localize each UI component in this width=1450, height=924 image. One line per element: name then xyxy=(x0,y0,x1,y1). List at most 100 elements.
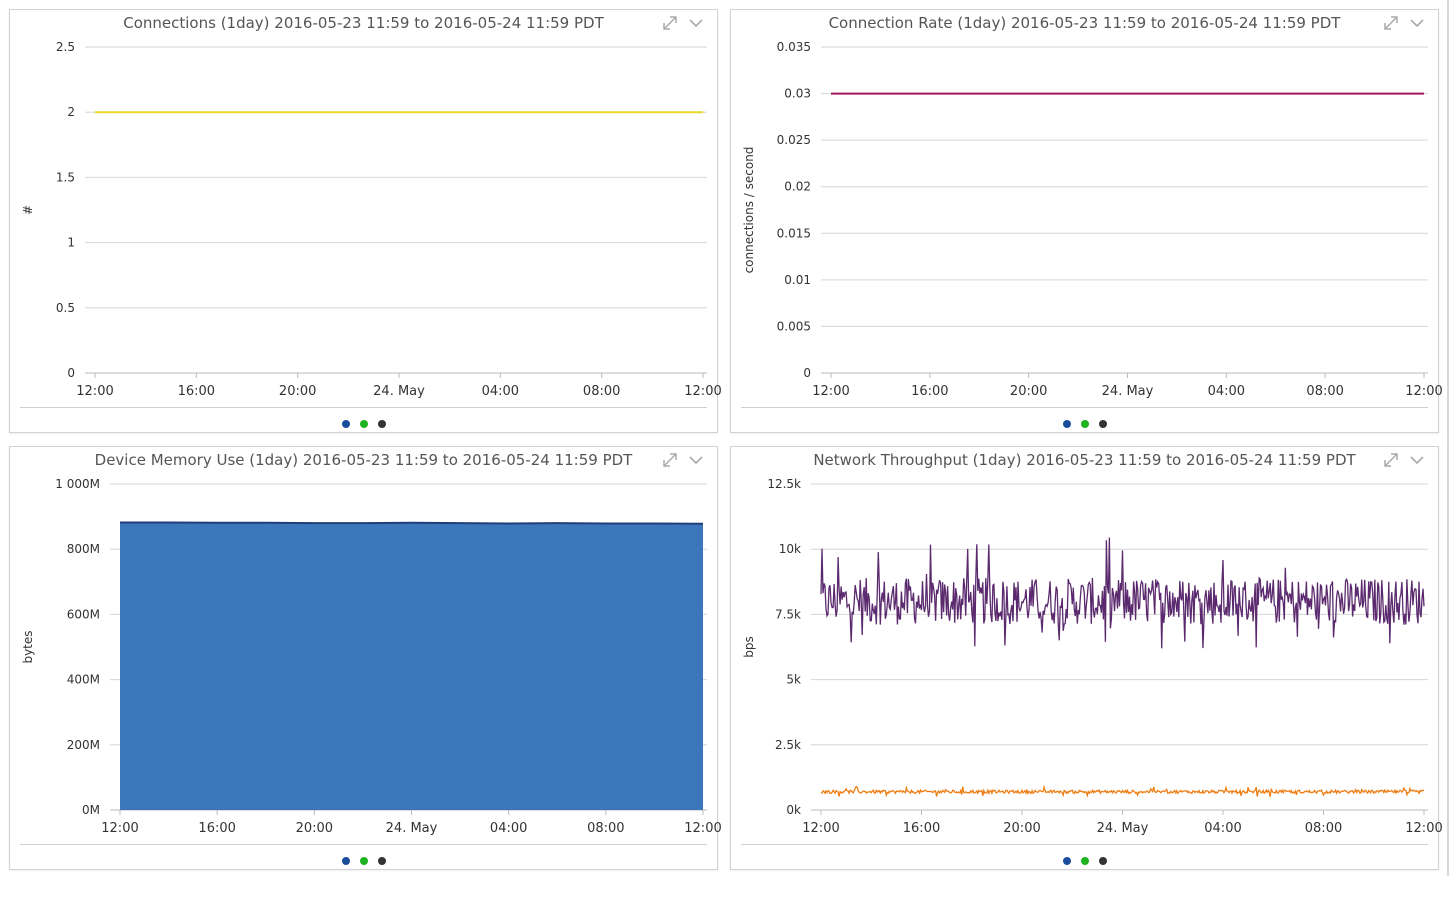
y-tick-label: 0k xyxy=(786,803,801,817)
x-tick-label: 16:00 xyxy=(903,821,940,836)
x-tick-label: 04:00 xyxy=(490,821,527,836)
chevron-down-icon[interactable] xyxy=(687,451,705,469)
y-tick-label: 2.5 xyxy=(56,40,75,54)
connections-panel: Connections (1day) 2016-05-23 11:59 to 2… xyxy=(9,9,722,433)
y-tick-label: 0 xyxy=(803,366,811,380)
x-tick-label: 08:00 xyxy=(1306,384,1343,399)
x-tick-label: 12:00 xyxy=(101,821,138,836)
x-tick-label: 12:00 xyxy=(1405,384,1442,399)
y-axis-label: connections / second xyxy=(742,147,756,274)
y-tick-label: 2 xyxy=(67,105,75,119)
chevron-down-icon[interactable] xyxy=(687,14,705,32)
legend-divider xyxy=(20,844,707,845)
y-tick-label: 0.03 xyxy=(784,87,811,101)
y-tick-label: 800M xyxy=(67,542,100,556)
legend-dot[interactable] xyxy=(1062,857,1071,865)
y-tick-label: 0.025 xyxy=(777,133,811,147)
legend-dot[interactable] xyxy=(1062,420,1071,428)
x-tick-label: 20:00 xyxy=(279,384,316,399)
page-edge-divider xyxy=(1447,0,1449,876)
y-tick-label: 0 xyxy=(67,366,75,380)
x-tick-label: 12:00 xyxy=(684,821,721,836)
x-tick-label: 04:00 xyxy=(1204,821,1241,836)
chart-title: Device Memory Use (1day) 2016-05-23 11:5… xyxy=(94,451,633,469)
legend-dot[interactable] xyxy=(1098,857,1107,865)
chart-plot: 0 0.5 1 1.5 2 2.5 #12:00 16:00 20:00 24. May 04:00… xyxy=(21,40,722,399)
chart-title: Connection Rate (1day) 2016-05-23 11:59 … xyxy=(828,14,1341,32)
throughput-panel: Network Throughput (1day) 2016-05-23 11:… xyxy=(730,446,1443,870)
x-tick-label: 20:00 xyxy=(1003,821,1040,836)
y-tick-label: 0.035 xyxy=(777,40,811,54)
legend-divider xyxy=(741,407,1428,408)
chevron-down-icon[interactable] xyxy=(1408,451,1426,469)
y-axis-label: # xyxy=(21,205,35,215)
legend xyxy=(731,413,1438,428)
legend-dot[interactable] xyxy=(341,857,350,865)
y-tick-label: 7.5k xyxy=(775,607,801,621)
chevron-down-icon[interactable] xyxy=(1408,14,1426,32)
y-tick-label: 400M xyxy=(67,673,100,687)
legend-dot[interactable] xyxy=(1080,857,1089,865)
expand-icon[interactable] xyxy=(1382,14,1400,32)
y-axis-label: bps xyxy=(742,636,756,658)
y-tick-label: 0.01 xyxy=(784,273,811,287)
x-tick-label: 12:00 xyxy=(802,821,839,836)
x-tick-label: 12:00 xyxy=(1405,821,1442,836)
expand-icon[interactable] xyxy=(661,451,679,469)
chart-plot: 0k 2.5k 5k 7.5k 10k 12.5k bps 12:00 16:00 20:00 24… xyxy=(742,477,1443,836)
x-tick-label: 08:00 xyxy=(1305,821,1342,836)
line-series xyxy=(820,784,1425,798)
y-tick-label: 2.5k xyxy=(775,738,801,752)
y-tick-label: 200M xyxy=(67,738,100,752)
legend-dot[interactable] xyxy=(1080,420,1089,428)
x-tick-label: 24. May xyxy=(386,821,438,836)
area-series-line xyxy=(120,521,704,525)
x-tick-label: 16:00 xyxy=(198,821,235,836)
y-tick-label: 1 000M xyxy=(55,477,100,491)
y-tick-label: 1 xyxy=(67,236,75,250)
legend xyxy=(10,413,717,428)
legend xyxy=(10,850,717,865)
x-tick-label: 20:00 xyxy=(1010,384,1047,399)
legend-dot[interactable] xyxy=(1098,420,1107,428)
x-tick-label: 24. May xyxy=(373,384,425,399)
x-tick-label: 08:00 xyxy=(583,384,620,399)
y-tick-label: 0.015 xyxy=(777,226,811,240)
y-tick-label: 10k xyxy=(779,542,801,556)
legend-dot[interactable] xyxy=(377,857,386,865)
legend-dot[interactable] xyxy=(359,857,368,865)
legend xyxy=(731,850,1438,865)
y-tick-label: 0M xyxy=(82,803,100,817)
expand-icon[interactable] xyxy=(661,14,679,32)
x-tick-label: 04:00 xyxy=(482,384,519,399)
y-tick-label: 0.5 xyxy=(56,301,75,315)
chart-title: Network Throughput (1day) 2016-05-23 11:… xyxy=(813,451,1356,469)
y-axis-label: bytes xyxy=(21,630,35,663)
x-tick-label: 04:00 xyxy=(1208,384,1245,399)
y-tick-label: 600M xyxy=(67,607,100,621)
y-tick-label: 0.005 xyxy=(777,319,811,333)
x-tick-label: 08:00 xyxy=(587,821,624,836)
chart-plot: 0M 200M 400M 600M 800M 1 000M bytes 12:00 16:00 2… xyxy=(21,477,722,836)
line-series xyxy=(820,537,1425,649)
chart-plot: 0 0.005 0.01 0.015 0.02 0.025 0.03 0.035 connect… xyxy=(742,40,1443,399)
x-tick-label: 20:00 xyxy=(296,821,333,836)
x-tick-label: 24. May xyxy=(1102,384,1154,399)
x-tick-label: 12:00 xyxy=(684,384,721,399)
x-tick-label: 16:00 xyxy=(178,384,215,399)
x-tick-label: 12:00 xyxy=(76,384,113,399)
y-tick-label: 0.02 xyxy=(784,180,811,194)
x-tick-label: 12:00 xyxy=(812,384,849,399)
legend-dot[interactable] xyxy=(359,420,368,428)
y-tick-label: 12.5k xyxy=(767,477,801,491)
legend-dot[interactable] xyxy=(377,420,386,428)
x-tick-label: 24. May xyxy=(1097,821,1149,836)
x-tick-label: 16:00 xyxy=(911,384,948,399)
legend-divider xyxy=(20,407,707,408)
area-series xyxy=(120,522,703,810)
expand-icon[interactable] xyxy=(1382,451,1400,469)
y-tick-label: 1.5 xyxy=(56,170,75,184)
y-tick-label: 5k xyxy=(786,673,801,687)
memory-panel: Device Memory Use (1day) 2016-05-23 11:5… xyxy=(9,446,722,870)
legend-dot[interactable] xyxy=(341,420,350,428)
